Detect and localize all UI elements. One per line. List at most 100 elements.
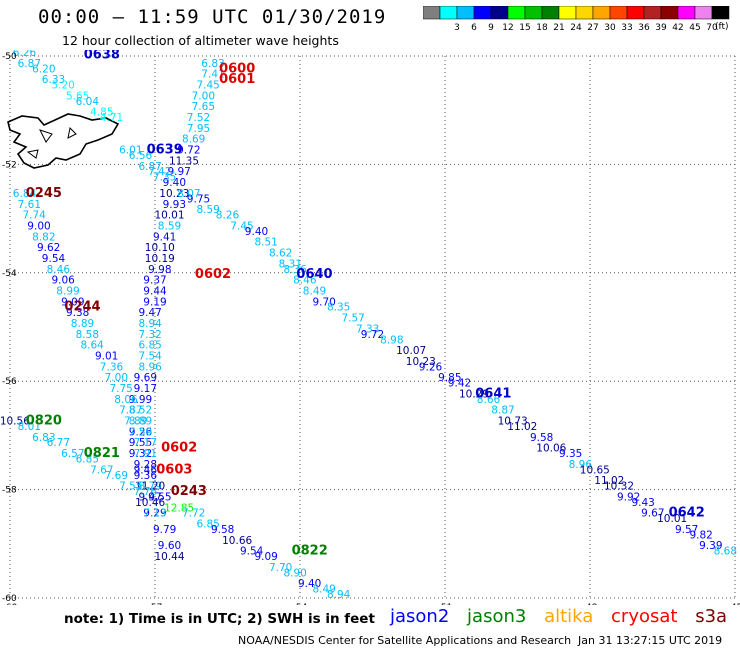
pass-time-label: 0821 [84, 446, 120, 461]
wave-height-value: 6.33 [42, 74, 65, 86]
wave-height-value: 7.91 [134, 448, 157, 460]
wave-height-value: 9.79 [153, 524, 176, 536]
wave-height-value: 9.67 [641, 508, 664, 520]
wave-height-value: 7.55 [119, 481, 142, 493]
wave-height-value: 8.46 [47, 264, 71, 276]
longitude-tick-label: -48 [583, 603, 598, 605]
wave-height-value: 10.19 [145, 253, 175, 265]
wave-height-value: 7.42 [148, 166, 171, 178]
longitude-tick-label: -57 [148, 603, 163, 605]
wave-height-value: 8.59 [158, 220, 181, 232]
wave-height-value: 8.96 [138, 361, 162, 373]
longitude-tick-label: -51 [438, 603, 453, 605]
wave-height-value: 9.37 [143, 275, 166, 287]
wave-height-value: 8.26 [216, 210, 240, 222]
legend-swatch [592, 6, 611, 20]
mission-jason2: jason2 [390, 606, 450, 627]
legend-swatch [456, 6, 475, 20]
legend-swatch [694, 6, 713, 20]
wave-height-value: 7.41 [201, 69, 224, 81]
wave-height-value: 8.51 [254, 237, 277, 249]
latitude-tick-label: -50 [2, 52, 17, 62]
legend-swatch [711, 6, 730, 20]
wave-height-value: 10.65 [580, 464, 610, 476]
wave-height-value: 9.54 [42, 253, 66, 265]
longitude-tick-label: -60 [3, 603, 18, 605]
wave-height-value: 11.20 [135, 481, 165, 493]
pass-time-label: 0638 [84, 50, 120, 63]
wave-height-value: 6.01 [119, 145, 142, 157]
wave-height-value: 9.40 [245, 226, 268, 238]
pass-time-label: 0600 [219, 61, 255, 76]
wave-height-value: 8.90 [283, 567, 306, 579]
wave-height-value: 8.94 [327, 589, 351, 601]
wave-height-value: 9.85 [438, 372, 461, 384]
axis-labels: -60-57-54-51-48-45-50-52-54-56-58-60 [2, 52, 740, 605]
generation-timestamp: Jan 31 13:27:15 UTC 2019 [578, 634, 723, 647]
wave-height-value: 12.85 [164, 502, 194, 514]
pass-time-label: 0602 [195, 267, 231, 282]
mission-legend: jason2 jason3 altika cryosat s3a [390, 606, 739, 627]
pass-time-label: 0243 [171, 484, 207, 499]
wave-height-value: 7.13 [143, 508, 166, 520]
wave-height-value: 9.47 [138, 491, 161, 503]
wave-height-value: 8.87 [491, 405, 514, 417]
legend-swatch [609, 6, 628, 20]
altimeter-tracks: 6.837.417.457.007.657.527.958.699.7211.3… [0, 50, 737, 601]
pass-time-label: 0639 [147, 143, 183, 158]
wave-height-value: 8.66 [477, 394, 501, 406]
wave-height-value: 10.01 [154, 210, 184, 222]
wave-height-value: 7.89 [124, 416, 147, 428]
mission-cryosat: cryosat [611, 606, 678, 627]
wave-height-value: 11.02 [594, 475, 624, 487]
legend-swatch [575, 6, 594, 20]
wave-height-value: 11.35 [169, 155, 199, 167]
wave-height-value: 6.83 [32, 432, 55, 444]
wave-height-value: 9.54 [240, 546, 264, 558]
wave-height-value: 10.44 [154, 551, 184, 563]
legend-swatch [643, 6, 662, 20]
wave-height-value: 9.62 [37, 242, 60, 254]
wave-height-value: 8.49 [312, 584, 335, 596]
wave-height-value: 10.07 [396, 345, 426, 357]
legend-tick-label: 42 [672, 23, 683, 32]
wave-height-value: 6.87 [18, 58, 41, 70]
legend-tick-label: 27 [587, 23, 598, 32]
legend-swatch [558, 6, 577, 20]
wave-height-value: 9.72 [177, 145, 200, 157]
legend-swatch [473, 6, 492, 20]
wave-height-value: 7.67 [90, 464, 113, 476]
wave-height-value: 9.58 [211, 524, 234, 536]
pass-time-label: 0640 [296, 267, 332, 282]
wave-height-value: 6.84 [13, 188, 37, 200]
wave-height-value: 8.64 [80, 340, 104, 352]
wave-height-value: 10.29 [459, 388, 489, 400]
wave-height-value: 9.82 [689, 529, 712, 541]
legend-tick-label: 21 [553, 23, 564, 32]
wave-height-value: 6.56 [129, 150, 153, 162]
wave-height-value: 6.57 [61, 448, 84, 460]
wave-height-value: 9.57 [675, 524, 698, 536]
track-jason2-0639: 6.016.566.877.427.358.079.758.598.267.45… [119, 145, 737, 558]
legend-tick-label: 39 [655, 23, 667, 32]
legend-swatch [541, 6, 560, 20]
wave-height-value: 9.69 [134, 372, 157, 384]
legend-tick-label: 45 [689, 23, 700, 32]
wave-height-value: 9.09 [254, 551, 277, 563]
wave-height-value: 7.57 [341, 313, 364, 325]
legend-unit-label: (ft) [715, 22, 729, 32]
wave-height-value: 8.07 [177, 188, 200, 200]
wave-height-value: 10.66 [222, 535, 252, 547]
wave-height-value: 8.89 [71, 318, 94, 330]
wave-height-value: 9.39 [699, 540, 722, 552]
legend-tick-label: 70 [706, 23, 718, 32]
map-title: 00:00 – 11:59 UTC 01/30/2019 [38, 6, 387, 28]
wave-height-value: 9.17 [134, 383, 157, 395]
wave-height-value: 9.97 [167, 166, 190, 178]
wave-height-value: 9.75 [187, 193, 210, 205]
wave-height-value: 7.32 [138, 329, 161, 341]
legend-swatch [677, 6, 696, 20]
wave-height-map[interactable]: 6.837.417.457.007.657.527.958.699.7211.3… [0, 50, 740, 605]
wave-height-value: 10.23 [406, 356, 436, 368]
